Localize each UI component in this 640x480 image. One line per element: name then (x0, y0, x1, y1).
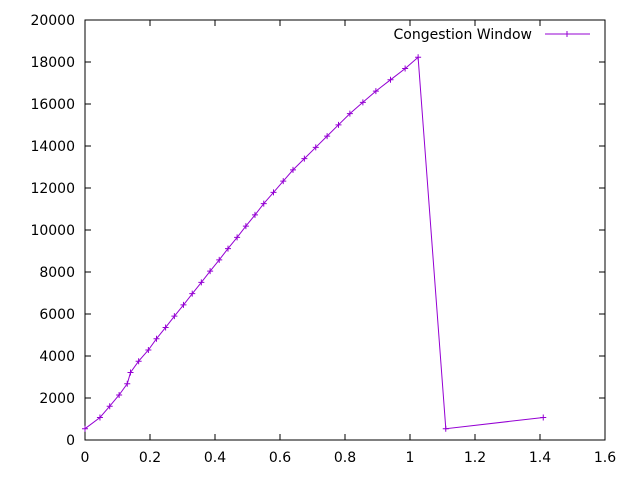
data-point (116, 391, 123, 398)
data-point (162, 324, 169, 331)
data-point (180, 301, 187, 308)
data-point (127, 369, 134, 376)
data-point (324, 133, 331, 140)
data-point (301, 155, 308, 162)
data-point (290, 166, 296, 173)
y-tick-label: 0 (66, 433, 75, 449)
y-tick-label: 6000 (39, 307, 75, 323)
data-point (96, 414, 103, 421)
data-point (207, 268, 214, 275)
legend-label: Congestion Window (394, 27, 532, 43)
data-point (346, 110, 353, 117)
y-tick-label: 8000 (39, 265, 75, 281)
y-axis-ticks: 0 2000 4000 6000 8000 10000 12000 14000 16000 180… (30, 13, 605, 449)
series-layer (82, 54, 547, 432)
x-tick-label: 1.6 (594, 450, 616, 466)
data-point (171, 313, 178, 320)
y-tick-label: 20000 (30, 13, 75, 29)
data-point (387, 76, 394, 83)
y-tick-label: 10000 (30, 223, 75, 239)
data-point (216, 256, 223, 263)
series-line (84, 56, 544, 430)
y-tick-label: 4000 (39, 349, 75, 365)
x-tick-label: 0.2 (139, 450, 161, 466)
y-tick-label: 16000 (30, 97, 75, 113)
y-tick-label: 14000 (30, 139, 75, 155)
data-point (234, 234, 241, 241)
y-tick-label: 2000 (39, 391, 75, 407)
data-point (242, 223, 249, 230)
legend-marker-sample (564, 31, 570, 37)
data-point (145, 346, 152, 353)
data-point (270, 189, 277, 196)
x-tick-label: 0.4 (204, 450, 226, 466)
data-point (312, 144, 319, 151)
data-point (189, 290, 196, 297)
y-tick-label: 12000 (30, 181, 75, 197)
x-tick-label: 0.6 (269, 450, 291, 466)
x-tick-label: 1.4 (529, 450, 551, 466)
x-tick-label: 1 (406, 450, 415, 466)
data-point (198, 279, 205, 286)
x-tick-label: 0 (81, 450, 90, 466)
x-axis-ticks: 0 0.2 0.4 0.6 0.8 1 1.2 1.4 1.6 (81, 20, 616, 466)
data-point (442, 425, 449, 432)
x-tick-label: 1.2 (464, 450, 486, 466)
data-point (372, 88, 379, 95)
data-point (251, 211, 258, 218)
legend: Congestion Window (394, 27, 590, 43)
x-tick-label: 0.8 (334, 450, 356, 466)
y-tick-label: 18000 (30, 55, 75, 71)
data-point (359, 99, 366, 106)
plot-frame (84, 19, 606, 441)
data-point (124, 380, 131, 387)
data-point (335, 121, 342, 128)
data-point (135, 358, 142, 365)
data-point (82, 425, 88, 432)
data-point (153, 335, 160, 342)
data-point (540, 414, 547, 421)
data-point (106, 403, 113, 410)
data-point (280, 178, 287, 185)
data-point (402, 65, 409, 72)
data-point (415, 54, 422, 61)
data-point (225, 245, 231, 252)
data-point (260, 200, 267, 207)
